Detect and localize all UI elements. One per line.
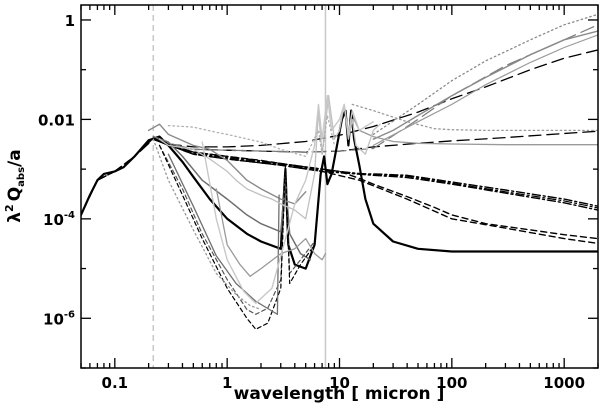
y-tick-label-1: 0.01 — [38, 111, 75, 129]
y-tick-label-exp-3: -6 — [64, 309, 75, 320]
series-line-11: dash-dot black 2 — [152, 138, 598, 211]
series-line-5: solid grey B — [372, 34, 598, 146]
series-line-21: light grey cluster — [158, 95, 381, 220]
y-tick-label-exp-2: -4 — [64, 210, 75, 221]
series-layer: long-dash black upperlong-dash black low… — [81, 13, 598, 330]
series-line-14: solid grey dip — [152, 135, 312, 261]
series-line-13: solid black main — [81, 109, 598, 270]
y-tick-label-2: 10-4 — [43, 210, 75, 229]
ticks — [80, 5, 599, 369]
series-line-1: long-dash black lower — [81, 130, 598, 216]
x-tick-label-3: 100 — [436, 374, 467, 392]
y-axis-label-q: Q — [5, 187, 25, 201]
series-line-2: long-dash grey — [152, 24, 598, 153]
x-axis-label: wavelength [ micron ] — [234, 384, 445, 404]
y-tick-label-base-3: 10 — [43, 310, 64, 328]
y-axis-label-lambda: λ — [5, 212, 25, 223]
series-line-10: dash-dot black — [152, 138, 598, 207]
y-tick-label-base-1: 0.01 — [38, 111, 75, 129]
series-line-23: light dotted upper — [167, 114, 336, 158]
series-line-4: dotted grey upper — [372, 13, 598, 136]
series-line-3: solid grey A — [372, 30, 598, 140]
y-axis-label-sub: abs — [16, 167, 27, 187]
series-line-18: solid grey deep — [167, 153, 280, 315]
y-tick-label-base-2: 10 — [43, 211, 64, 229]
series-line-16: dashed grey deep — [158, 144, 316, 315]
y-axis-label-sup: 2 — [3, 204, 16, 212]
y-tick-label-0: 1 — [65, 12, 75, 30]
series-line-12: dash-dot black 3 — [152, 138, 598, 209]
x-tick-label-2: 10 — [329, 374, 350, 392]
series-line-6: solid grey flat — [351, 114, 598, 146]
reference-lines — [152, 5, 327, 368]
y-axis-label-tail: /a — [5, 149, 25, 167]
x-tick-label-4: 1000 — [543, 374, 585, 392]
series-line-17: dashed black deep — [158, 144, 316, 330]
x-tick-label-1: 1 — [222, 374, 232, 392]
series-line-7: dotted grey plateau — [351, 103, 598, 132]
y-tick-label-3: 10-6 — [43, 309, 75, 328]
x-tick-label-0: 0.1 — [102, 374, 129, 392]
series-line-15: solid grey mid — [147, 123, 307, 205]
series-line-22: light grey deep — [201, 95, 374, 304]
x-tick-labels: 0.1 1 10 100 1000 — [102, 374, 586, 392]
y-tick-label-base-0: 1 — [65, 12, 75, 30]
series-line-19: dotted grey deep — [152, 138, 262, 311]
y-axis-label: λ2 Qabs/a — [3, 149, 27, 222]
